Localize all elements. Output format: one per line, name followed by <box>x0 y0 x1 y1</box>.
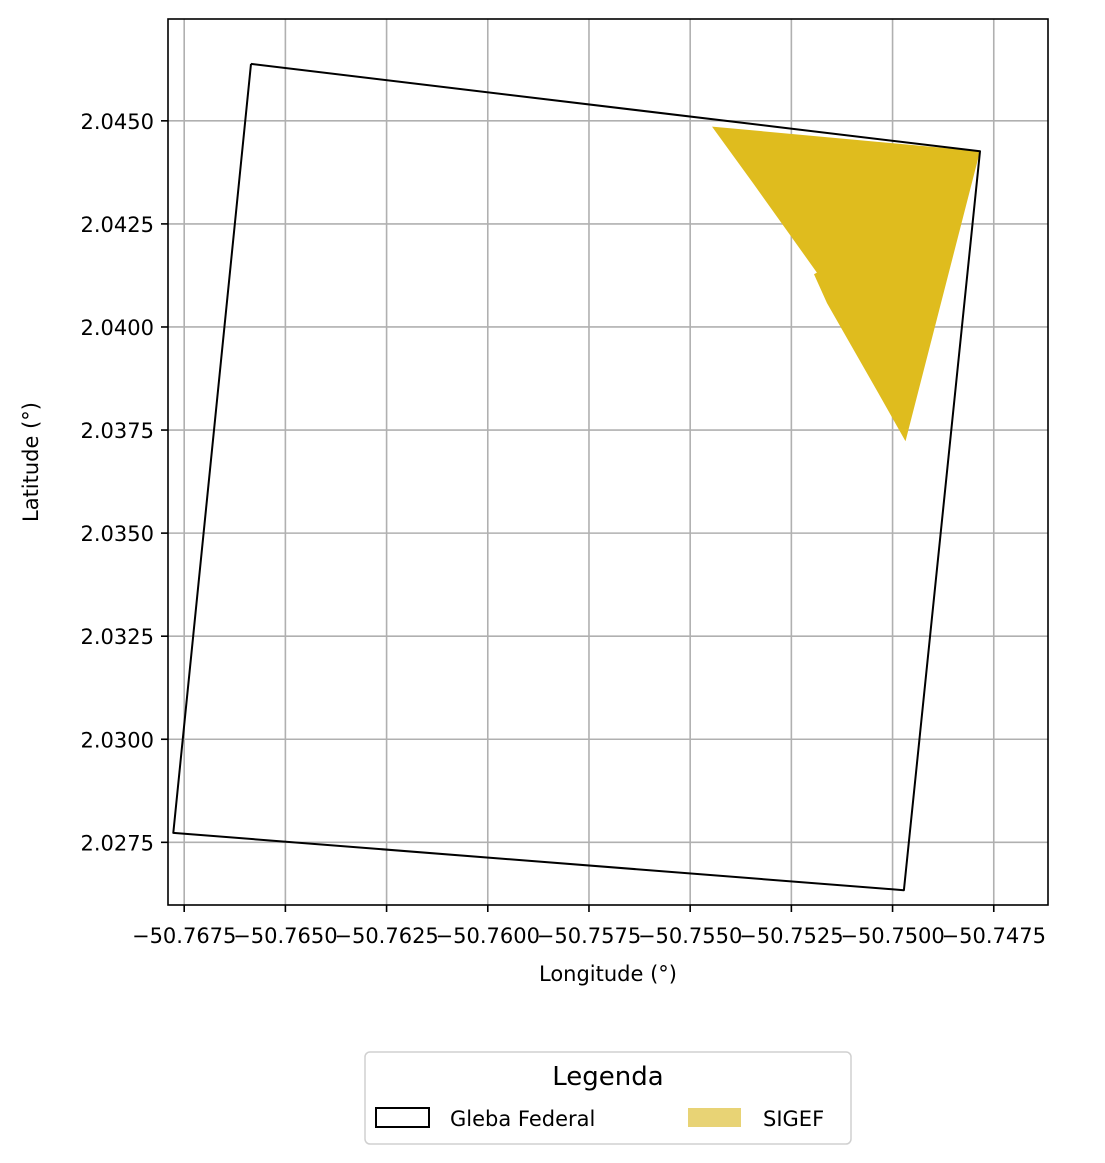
y-axis-label: Latitude (°) <box>19 402 43 522</box>
y-tick-label: 2.0400 <box>81 316 154 340</box>
x-tick-label: −50.7475 <box>942 924 1046 948</box>
legend-swatch-gleba-federal <box>375 1107 430 1128</box>
plot-series <box>172 62 981 892</box>
y-axis-ticks: 2.0275 2.0300 2.0325 2.0350 2.0375 2.0400 2.04… <box>81 110 168 855</box>
x-tick-label: −50.7625 <box>334 924 438 948</box>
legend-title: Legenda <box>552 1062 663 1092</box>
x-tick-label: −50.7550 <box>638 924 742 948</box>
x-tick-label: −50.7600 <box>436 924 540 948</box>
legend-label-gleba-federal: Gleba Federal <box>450 1107 595 1131</box>
plot-frame <box>167 18 1049 906</box>
y-tick-label: 2.0350 <box>81 522 154 546</box>
x-tick-label: −50.7650 <box>233 924 337 948</box>
y-tick-label: 2.0325 <box>81 625 154 649</box>
legend-swatch-sigef <box>688 1108 741 1127</box>
legend-label-sigef: SIGEF <box>763 1107 824 1131</box>
x-tick-label: −50.7575 <box>537 924 641 948</box>
x-tick-label: −50.7675 <box>132 924 236 948</box>
y-tick-label: 2.0275 <box>81 831 154 855</box>
x-tick-label: −50.7500 <box>840 924 944 948</box>
legend: Legenda Gleba Federal SIGEF <box>364 1051 852 1145</box>
x-tick-label: −50.7525 <box>739 924 843 948</box>
y-tick-label: 2.0300 <box>81 728 154 752</box>
x-axis-label: Longitude (°) <box>539 962 677 986</box>
y-tick-label: 2.0450 <box>81 110 154 134</box>
y-tick-label: 2.0425 <box>81 213 154 237</box>
y-tick-label: 2.0375 <box>81 419 154 443</box>
polygon-gleba-federal <box>172 62 981 892</box>
x-axis-ticks: −50.7675−50.7650−50.7625−50.7600−50.7575… <box>132 905 1046 948</box>
polygon-sigef <box>712 126 980 442</box>
